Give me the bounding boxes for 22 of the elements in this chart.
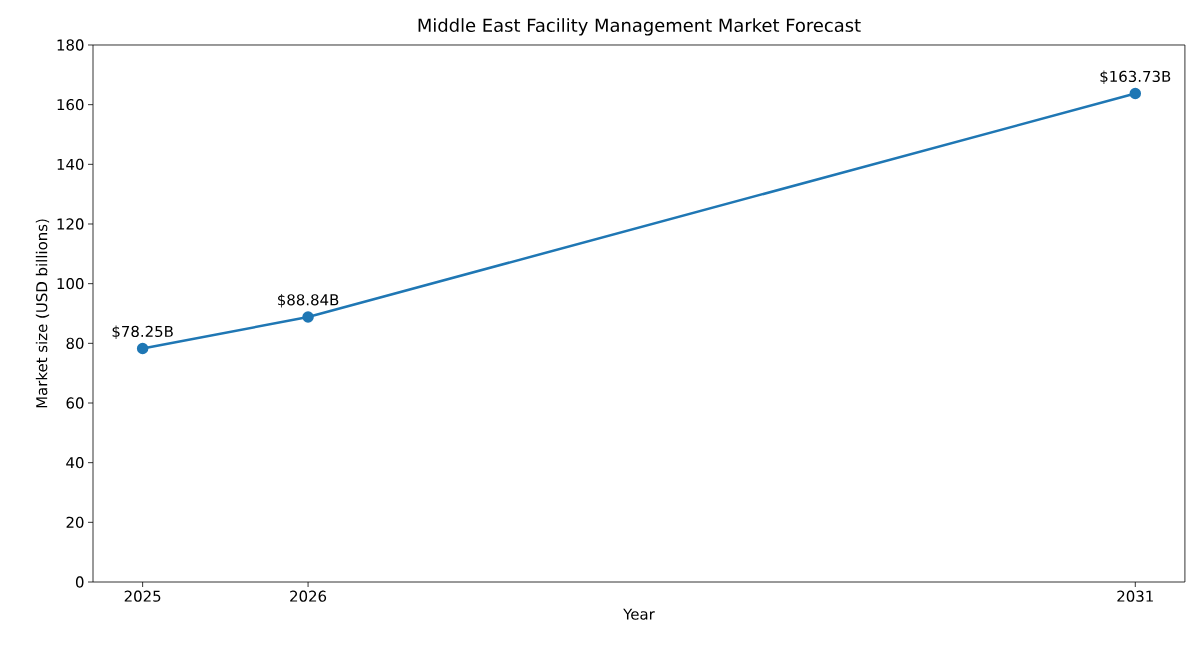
x-tick-label: 2031: [1117, 590, 1153, 602]
point: [1129, 87, 1142, 100]
y-tick-label: 80: [66, 337, 84, 349]
y-tick-label: 120: [57, 218, 84, 230]
y-tick-label: 140: [57, 158, 84, 170]
chart-title: Middle East Facility Management Market Forecast: [418, 18, 861, 36]
data-label: $78.25B: [112, 325, 173, 340]
y-tick-label: 40: [66, 457, 84, 469]
point: [136, 342, 149, 355]
y-tick-label: 100: [57, 278, 84, 290]
x-tick-label: 2026: [290, 590, 327, 602]
y-tick-label: 0: [75, 576, 84, 588]
data-label: $88.84B: [278, 293, 339, 308]
y-tick-label: 20: [66, 516, 84, 528]
x-axis-title: Year: [623, 608, 655, 620]
point: [302, 311, 314, 323]
data-label: $163.73B: [1100, 70, 1171, 85]
y-axis-title: Market size (USD billions): [35, 219, 50, 408]
y-tick-label: 60: [66, 397, 84, 409]
y-tick-label: 180: [57, 39, 84, 51]
y-tick-label: 160: [57, 99, 84, 111]
x-tick-label: 2025: [124, 590, 161, 602]
